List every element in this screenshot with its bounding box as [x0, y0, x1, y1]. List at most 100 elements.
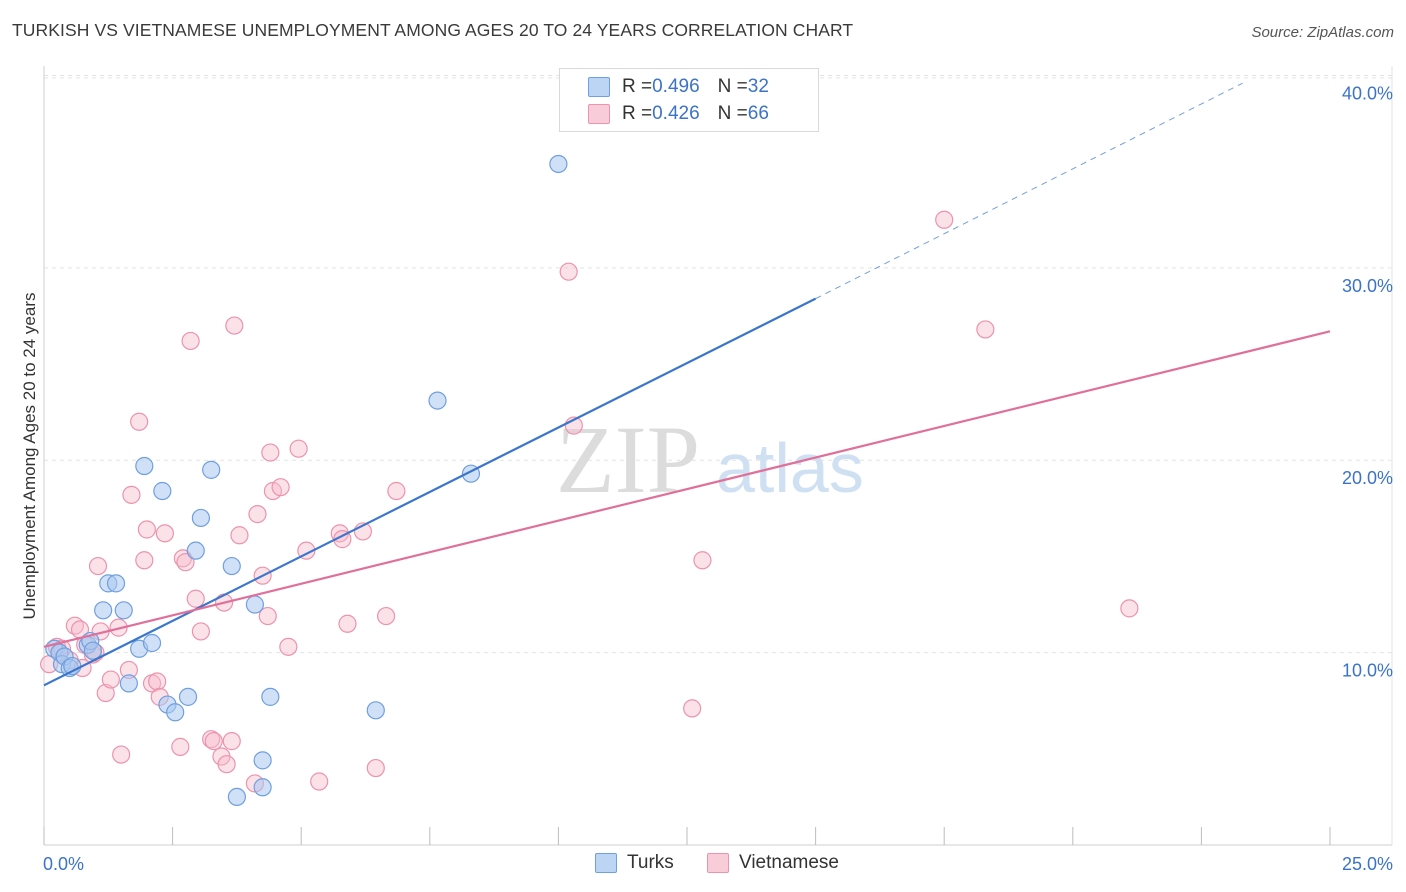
turks-r-value: 0.496 [652, 76, 700, 97]
vietnamese-swatch [588, 104, 610, 124]
vietnamese-point [366, 758, 385, 778]
vietnamese-point [976, 320, 995, 339]
bottom-vietnamese-label: Vietnamese [739, 852, 839, 873]
vietnamese-point [289, 439, 308, 458]
turks-point [135, 456, 154, 476]
turks-point [253, 751, 272, 770]
turks-point [202, 460, 221, 479]
turks-point [94, 601, 113, 620]
turks-point [186, 541, 205, 560]
turks-point [227, 787, 246, 807]
turks-r-label: R = [622, 76, 653, 97]
turks-point [253, 778, 272, 797]
y-tick-label: 10.0% [1342, 661, 1393, 681]
watermark: ZIP atlas [556, 406, 864, 513]
vietnamese-point [191, 622, 210, 641]
tick-labels: 10.0% 20.0% 30.0% 40.0% 0.0% 25.0% [43, 83, 1393, 874]
turks-point [428, 391, 447, 410]
vietnamese-point [261, 443, 280, 462]
bottom-turks-swatch [595, 853, 617, 873]
turks-point [166, 703, 185, 722]
turks-point [191, 508, 210, 528]
vietnamese-point [225, 316, 244, 335]
vietnamese-point [130, 412, 149, 431]
vietnamese-trend-line [43, 330, 1331, 648]
chart-title: TURKISH VS VIETNAMESE UNEMPLOYMENT AMONG… [12, 20, 854, 40]
turks-point [178, 687, 198, 706]
correlation-legend: R = 0.496 N = 32 R = 0.426 N = 66 [559, 68, 819, 132]
x-tick-label: 0.0% [43, 854, 84, 874]
vietnamese-point [122, 485, 141, 504]
turks-n-label: N = [717, 76, 748, 97]
gridlines [44, 74, 1392, 654]
watermark-zip: ZIP [556, 406, 700, 513]
bottom-turks-label: Turks [627, 852, 674, 873]
vietnamese-point [230, 526, 249, 545]
vietnamese-point [171, 737, 190, 756]
vietnamese-point [88, 556, 108, 576]
vietnamese-point [683, 699, 702, 718]
y-tick-label: 40.0% [1342, 83, 1393, 103]
vietnamese-point [271, 478, 290, 497]
vietnamese-point [222, 732, 241, 751]
legend-row-vietnamese: R = 0.426 N = 66 [588, 102, 769, 126]
turks-point [142, 633, 162, 653]
vietnamese-point [148, 672, 167, 691]
vietnamese-n-value: 66 [747, 103, 769, 124]
turks-point [106, 574, 126, 593]
turks-point [114, 601, 133, 620]
turks-n-value: 32 [747, 76, 769, 97]
vietnamese-point [387, 481, 406, 501]
vietnamese-point [693, 551, 712, 570]
vietnamese-point [376, 606, 396, 626]
vietnamese-point [101, 670, 120, 689]
turks-point [119, 674, 138, 693]
vietnamese-r-value: 0.426 [652, 103, 700, 124]
axes [43, 66, 1393, 846]
vietnamese-point [155, 524, 174, 543]
vietnamese-point [248, 505, 267, 524]
vietnamese-point [258, 606, 277, 626]
source-label: Source: ZipAtlas.com [1251, 24, 1394, 41]
vietnamese-point [202, 730, 221, 749]
vietnamese-point [935, 210, 954, 229]
turks-trend-extension [815, 82, 1243, 300]
turks-trend-line [43, 297, 817, 687]
turks-swatch [588, 77, 610, 97]
turks-point [245, 595, 265, 614]
turks-point [261, 687, 280, 706]
x-tick-label: 25.0% [1342, 854, 1393, 874]
bottom-legend-turks: Turks [595, 852, 674, 874]
vietnamese-point [186, 589, 205, 608]
vietnamese-point [1120, 599, 1139, 618]
turks-point [153, 481, 172, 501]
vietnamese-point [137, 520, 156, 539]
vietnamese-point [96, 683, 115, 703]
turks-point [366, 701, 385, 720]
turks-point [222, 556, 241, 576]
vietnamese-point [204, 732, 223, 751]
y-axis-label: Unemployment Among Ages 20 to 24 years [20, 292, 39, 620]
vietnamese-point [338, 614, 357, 633]
trend-lines [43, 82, 1331, 687]
vietnamese-point [279, 637, 298, 656]
turks-points [45, 154, 568, 807]
y-tick-label: 30.0% [1342, 276, 1393, 296]
vietnamese-point [112, 745, 131, 764]
vietnamese-n-label: N = [717, 103, 748, 124]
turks-point [83, 641, 102, 660]
vietnamese-point [181, 331, 200, 351]
watermark-atlas: atlas [716, 429, 864, 507]
bottom-vietnamese-swatch [707, 853, 729, 873]
legend-row-turks: R = 0.496 N = 32 [588, 75, 769, 99]
vietnamese-point [135, 551, 154, 570]
y-tick-label: 20.0% [1342, 468, 1393, 488]
bottom-legend-vietnamese: Vietnamese [707, 852, 839, 874]
vietnamese-point [176, 553, 195, 572]
vietnamese-point [559, 262, 578, 281]
turks-point [549, 154, 568, 174]
vietnamese-point [217, 755, 236, 774]
vietnamese-r-label: R = [622, 103, 653, 124]
vietnamese-point [310, 772, 329, 791]
